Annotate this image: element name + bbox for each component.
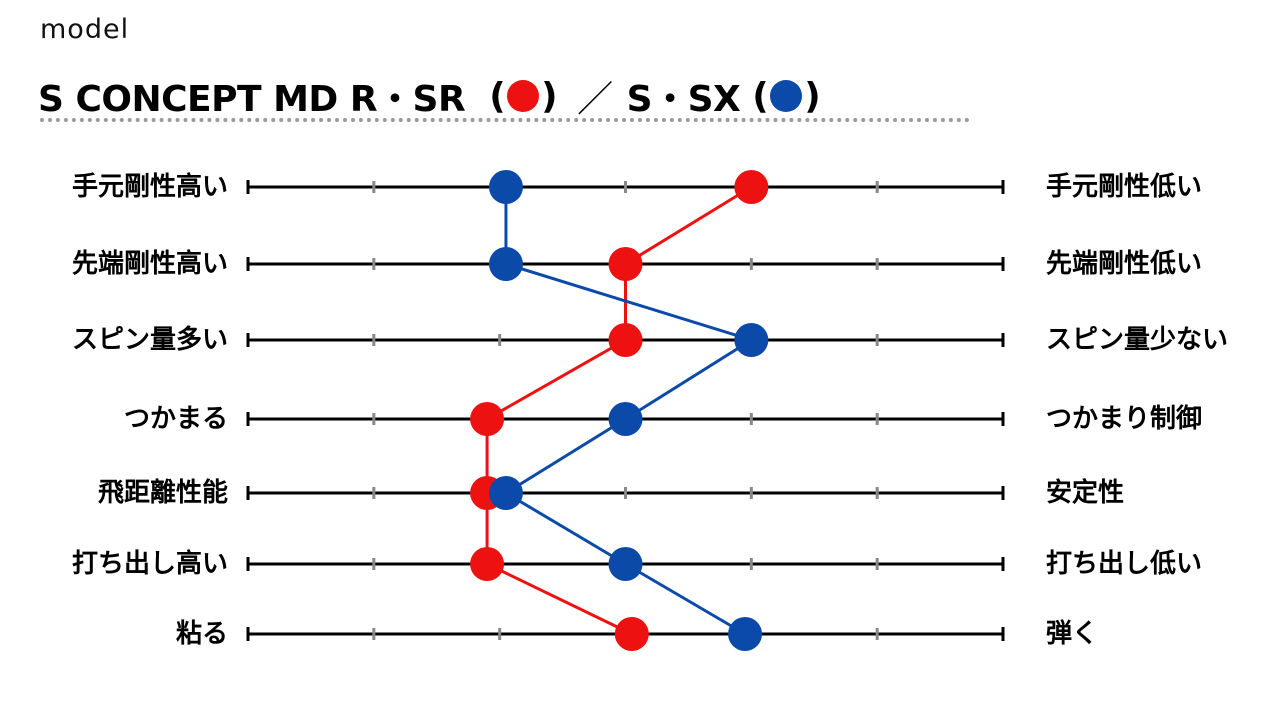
close-paren: ) — [541, 75, 558, 117]
series-1-point — [614, 617, 649, 651]
right-axis-label: スピン量少ない — [1046, 325, 1229, 355]
series-1-point — [608, 323, 643, 357]
right-axis-label: 弾く — [1046, 619, 1099, 649]
series-2-point — [608, 547, 643, 581]
right-axis-label: 先端剛性低い — [1046, 249, 1203, 279]
left-axis-label: 粘る — [175, 619, 228, 649]
series-1-point — [470, 547, 505, 581]
close-paren: ) — [804, 75, 821, 117]
open-paren: ( — [752, 75, 769, 117]
left-axis-label: つかまる — [123, 404, 228, 434]
left-axis-label: 先端剛性高い — [71, 249, 228, 279]
right-axis-label: 手元剛性低い — [1046, 172, 1203, 202]
series-2-point — [728, 617, 763, 651]
series-1-name: S CONCEPT MD R・SR — [38, 79, 466, 120]
left-axis-label: 打ち出し高い — [71, 549, 228, 579]
open-paren: ( — [489, 75, 506, 117]
series-2-name: S・SX — [626, 79, 741, 120]
right-axis-label: 打ち出し低い — [1046, 549, 1203, 579]
series-2-point — [488, 170, 523, 204]
slash-separator: ／ — [577, 79, 613, 120]
series-2-point — [608, 402, 643, 436]
left-axis-label: 手元剛性高い — [71, 172, 228, 202]
right-axis-label: 安定性 — [1046, 478, 1125, 508]
series-2-point — [488, 476, 523, 510]
left-axis-label: 飛距離性能 — [97, 478, 228, 508]
series-1-point — [470, 402, 505, 436]
right-axis-label: つかまり制御 — [1046, 404, 1203, 434]
model-label: model — [40, 14, 130, 45]
series-2-point — [488, 247, 523, 281]
title-divider — [40, 118, 970, 122]
chart-title: S CONCEPT MD R・SR ( ) ／ S・SX ( ) — [38, 70, 822, 122]
series-2-point — [734, 323, 769, 357]
series-1-point — [608, 247, 643, 281]
red-legend-dot-icon — [507, 80, 540, 112]
left-axis-label: スピン量多い — [71, 325, 228, 355]
series-1-point — [734, 170, 769, 204]
blue-legend-dot-icon — [770, 80, 803, 112]
